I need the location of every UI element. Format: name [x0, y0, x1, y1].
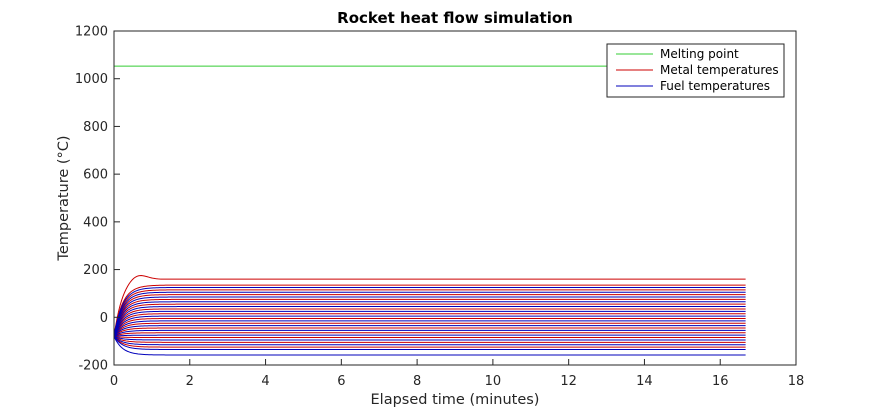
- x-tick-label: 6: [337, 374, 345, 389]
- legend-label-metal-temperatures: Metal temperatures: [660, 63, 779, 77]
- metal-temperature-curve: [113, 335, 746, 343]
- x-tick-label: 2: [186, 374, 194, 389]
- fuel-temperature-curve: [113, 334, 746, 337]
- fuel-temperature-curve: [113, 320, 746, 337]
- legend-label-fuel-temperatures: Fuel temperatures: [660, 79, 770, 93]
- x-tick-label: 10: [485, 374, 502, 389]
- y-tick-label: 1000: [75, 72, 108, 87]
- y-tick-label: 600: [83, 168, 108, 183]
- x-tick-label: 8: [413, 374, 421, 389]
- chart-title: Rocket heat flow simulation: [337, 9, 573, 27]
- fuel-temperature-curve: [113, 336, 746, 356]
- x-tick-label: 14: [636, 374, 653, 389]
- metal-temperature-curve: [113, 308, 746, 337]
- series-layer: [113, 65, 746, 356]
- x-tick-label: 12: [560, 374, 577, 389]
- y-tick-label: 400: [83, 215, 108, 230]
- fuel-temperature-curve: [113, 306, 746, 337]
- legend: Melting point Metal temperatures Fuel te…: [606, 43, 785, 98]
- x-tick-label: 4: [261, 374, 269, 389]
- x-tick-label: 16: [712, 374, 729, 389]
- fuel-temperature-curve: [113, 291, 746, 337]
- metal-temperature-curve: [113, 294, 746, 337]
- metal-temperature-curve: [113, 313, 746, 337]
- y-tick-label: 800: [83, 120, 108, 135]
- fuel-temperature-curve: [113, 315, 746, 337]
- y-axis: -200 0 200 400 600 800 1000 1200: [75, 25, 120, 374]
- x-tick-label: 0: [110, 374, 118, 389]
- metal-temperature-curve: [113, 322, 746, 337]
- y-tick-label: 200: [83, 263, 108, 278]
- metal-temperature-curve: [113, 317, 746, 337]
- fuel-temperature-curve: [113, 325, 746, 337]
- y-axis-label: Temperature (°C): [56, 135, 72, 261]
- metal-temperature-curve: [113, 284, 746, 337]
- fuel-temperature-curve: [113, 296, 746, 337]
- metal-temperature-curve: [113, 303, 746, 337]
- x-tick-label: 18: [788, 374, 805, 389]
- y-tick-label: 0: [100, 311, 108, 326]
- x-axis: 0 2 4 6 8 10 12 14 16 18: [110, 359, 804, 389]
- metal-temperature-curve: [113, 298, 746, 337]
- legend-label-melting-point: Melting point: [660, 47, 739, 61]
- fuel-temperature-curve: [113, 301, 746, 337]
- y-tick-label: -200: [78, 359, 108, 374]
- fuel-temperature-curve: [113, 329, 746, 337]
- fuel-temperature-curve: [113, 286, 746, 337]
- fuel-temperature-curve: [113, 336, 746, 350]
- metal-temperature-curve: [113, 275, 746, 337]
- metal-temperature-curve: [113, 327, 746, 337]
- fuel-temperature-curve: [113, 335, 746, 341]
- plot-area-frame: [113, 30, 797, 366]
- metal-temperature-curve: [113, 336, 746, 348]
- y-tick-label: 1200: [75, 25, 108, 40]
- metal-temperature-curve: [113, 332, 746, 337]
- x-axis-label: Elapsed time (minutes): [371, 392, 540, 408]
- fuel-temperature-curve: [113, 336, 746, 346]
- metal-temperature-curve: [113, 289, 746, 337]
- metal-temperature-curve: [113, 335, 746, 339]
- fuel-temperature-curve: [113, 310, 746, 337]
